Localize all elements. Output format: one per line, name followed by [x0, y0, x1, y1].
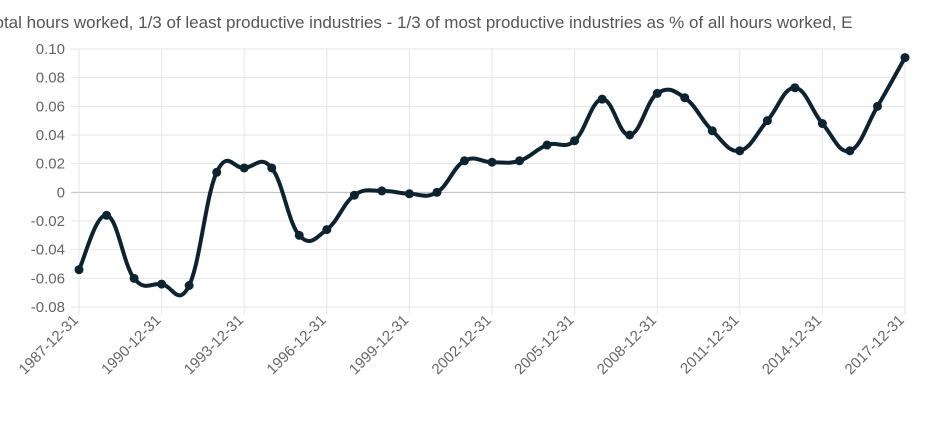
x-axis-tick-labels: 1987-12-31 1990-12-31 1993-12-31 1996-12-31… — [16, 312, 908, 378]
y-tick-label: -0.08 — [31, 299, 65, 316]
data-point[interactable] — [872, 101, 882, 111]
data-point[interactable] — [102, 210, 112, 220]
x-tick-label: 1999-12-31 — [346, 312, 412, 378]
x-tick-label: 2014-12-31 — [759, 312, 825, 378]
x-tick-label: 1990-12-31 — [98, 312, 164, 378]
series — [74, 53, 910, 298]
x-tick-label: 1987-12-31 — [16, 312, 82, 378]
data-point[interactable] — [680, 93, 690, 103]
data-point[interactable] — [74, 265, 84, 275]
data-point[interactable] — [487, 157, 497, 167]
data-point[interactable] — [294, 230, 304, 240]
chart-title: Total hours worked, 1/3 of least product… — [0, 13, 934, 35]
data-point[interactable] — [157, 279, 167, 289]
data-point[interactable] — [817, 119, 827, 129]
y-tick-label: 0.06 — [36, 98, 65, 115]
data-point[interactable] — [845, 146, 855, 156]
y-tick-label: 0 — [57, 184, 65, 201]
data-point[interactable] — [267, 163, 277, 173]
x-tick-label: 2008-12-31 — [594, 312, 660, 378]
data-point[interactable] — [129, 273, 139, 283]
data-point[interactable] — [625, 130, 635, 140]
x-gridlines — [78, 49, 906, 315]
data-point[interactable] — [212, 167, 222, 177]
data-point[interactable] — [184, 281, 194, 290]
y-tick-label: 0.02 — [36, 156, 65, 173]
x-tick-label: 2011-12-31 — [677, 312, 742, 377]
y-tick-label: -0.06 — [31, 270, 65, 287]
y-tick-label: -0.04 — [31, 242, 65, 259]
y-axis-tick-labels: 0.10 0.08 0.06 0.04 0.02 0 -0.02 -0.04 -0.06 -0.0… — [31, 41, 65, 316]
x-tick-label: 2002-12-31 — [429, 312, 495, 378]
data-point[interactable] — [432, 187, 442, 197]
data-point[interactable] — [459, 156, 469, 166]
data-point[interactable] — [542, 140, 552, 150]
data-point[interactable] — [377, 186, 387, 196]
data-point[interactable] — [570, 136, 580, 146]
data-point[interactable] — [349, 190, 359, 200]
data-point[interactable] — [597, 94, 607, 104]
data-point[interactable] — [515, 156, 525, 166]
data-point[interactable] — [404, 189, 414, 199]
y-tick-label: -0.02 — [31, 213, 65, 230]
x-tick-label: 2017-12-31 — [842, 312, 908, 378]
chart-title-text: Total hours worked, 1/3 of least product… — [0, 13, 853, 32]
data-point[interactable] — [790, 83, 800, 93]
x-tick-label: 1993-12-31 — [181, 312, 247, 378]
data-point[interactable] — [900, 53, 910, 63]
data-point[interactable] — [707, 126, 717, 136]
y-tick-label: 0.04 — [36, 127, 65, 144]
data-point[interactable] — [762, 116, 772, 126]
data-point[interactable] — [652, 88, 662, 98]
x-tick-label: 1996-12-31 — [263, 312, 329, 378]
y-tick-label: 0.10 — [36, 41, 65, 58]
x-tick-label: 2005-12-31 — [511, 312, 577, 378]
data-point[interactable] — [239, 163, 249, 173]
data-point[interactable] — [735, 146, 745, 156]
y-tick-label: 0.08 — [36, 70, 65, 87]
data-point[interactable] — [322, 225, 332, 235]
